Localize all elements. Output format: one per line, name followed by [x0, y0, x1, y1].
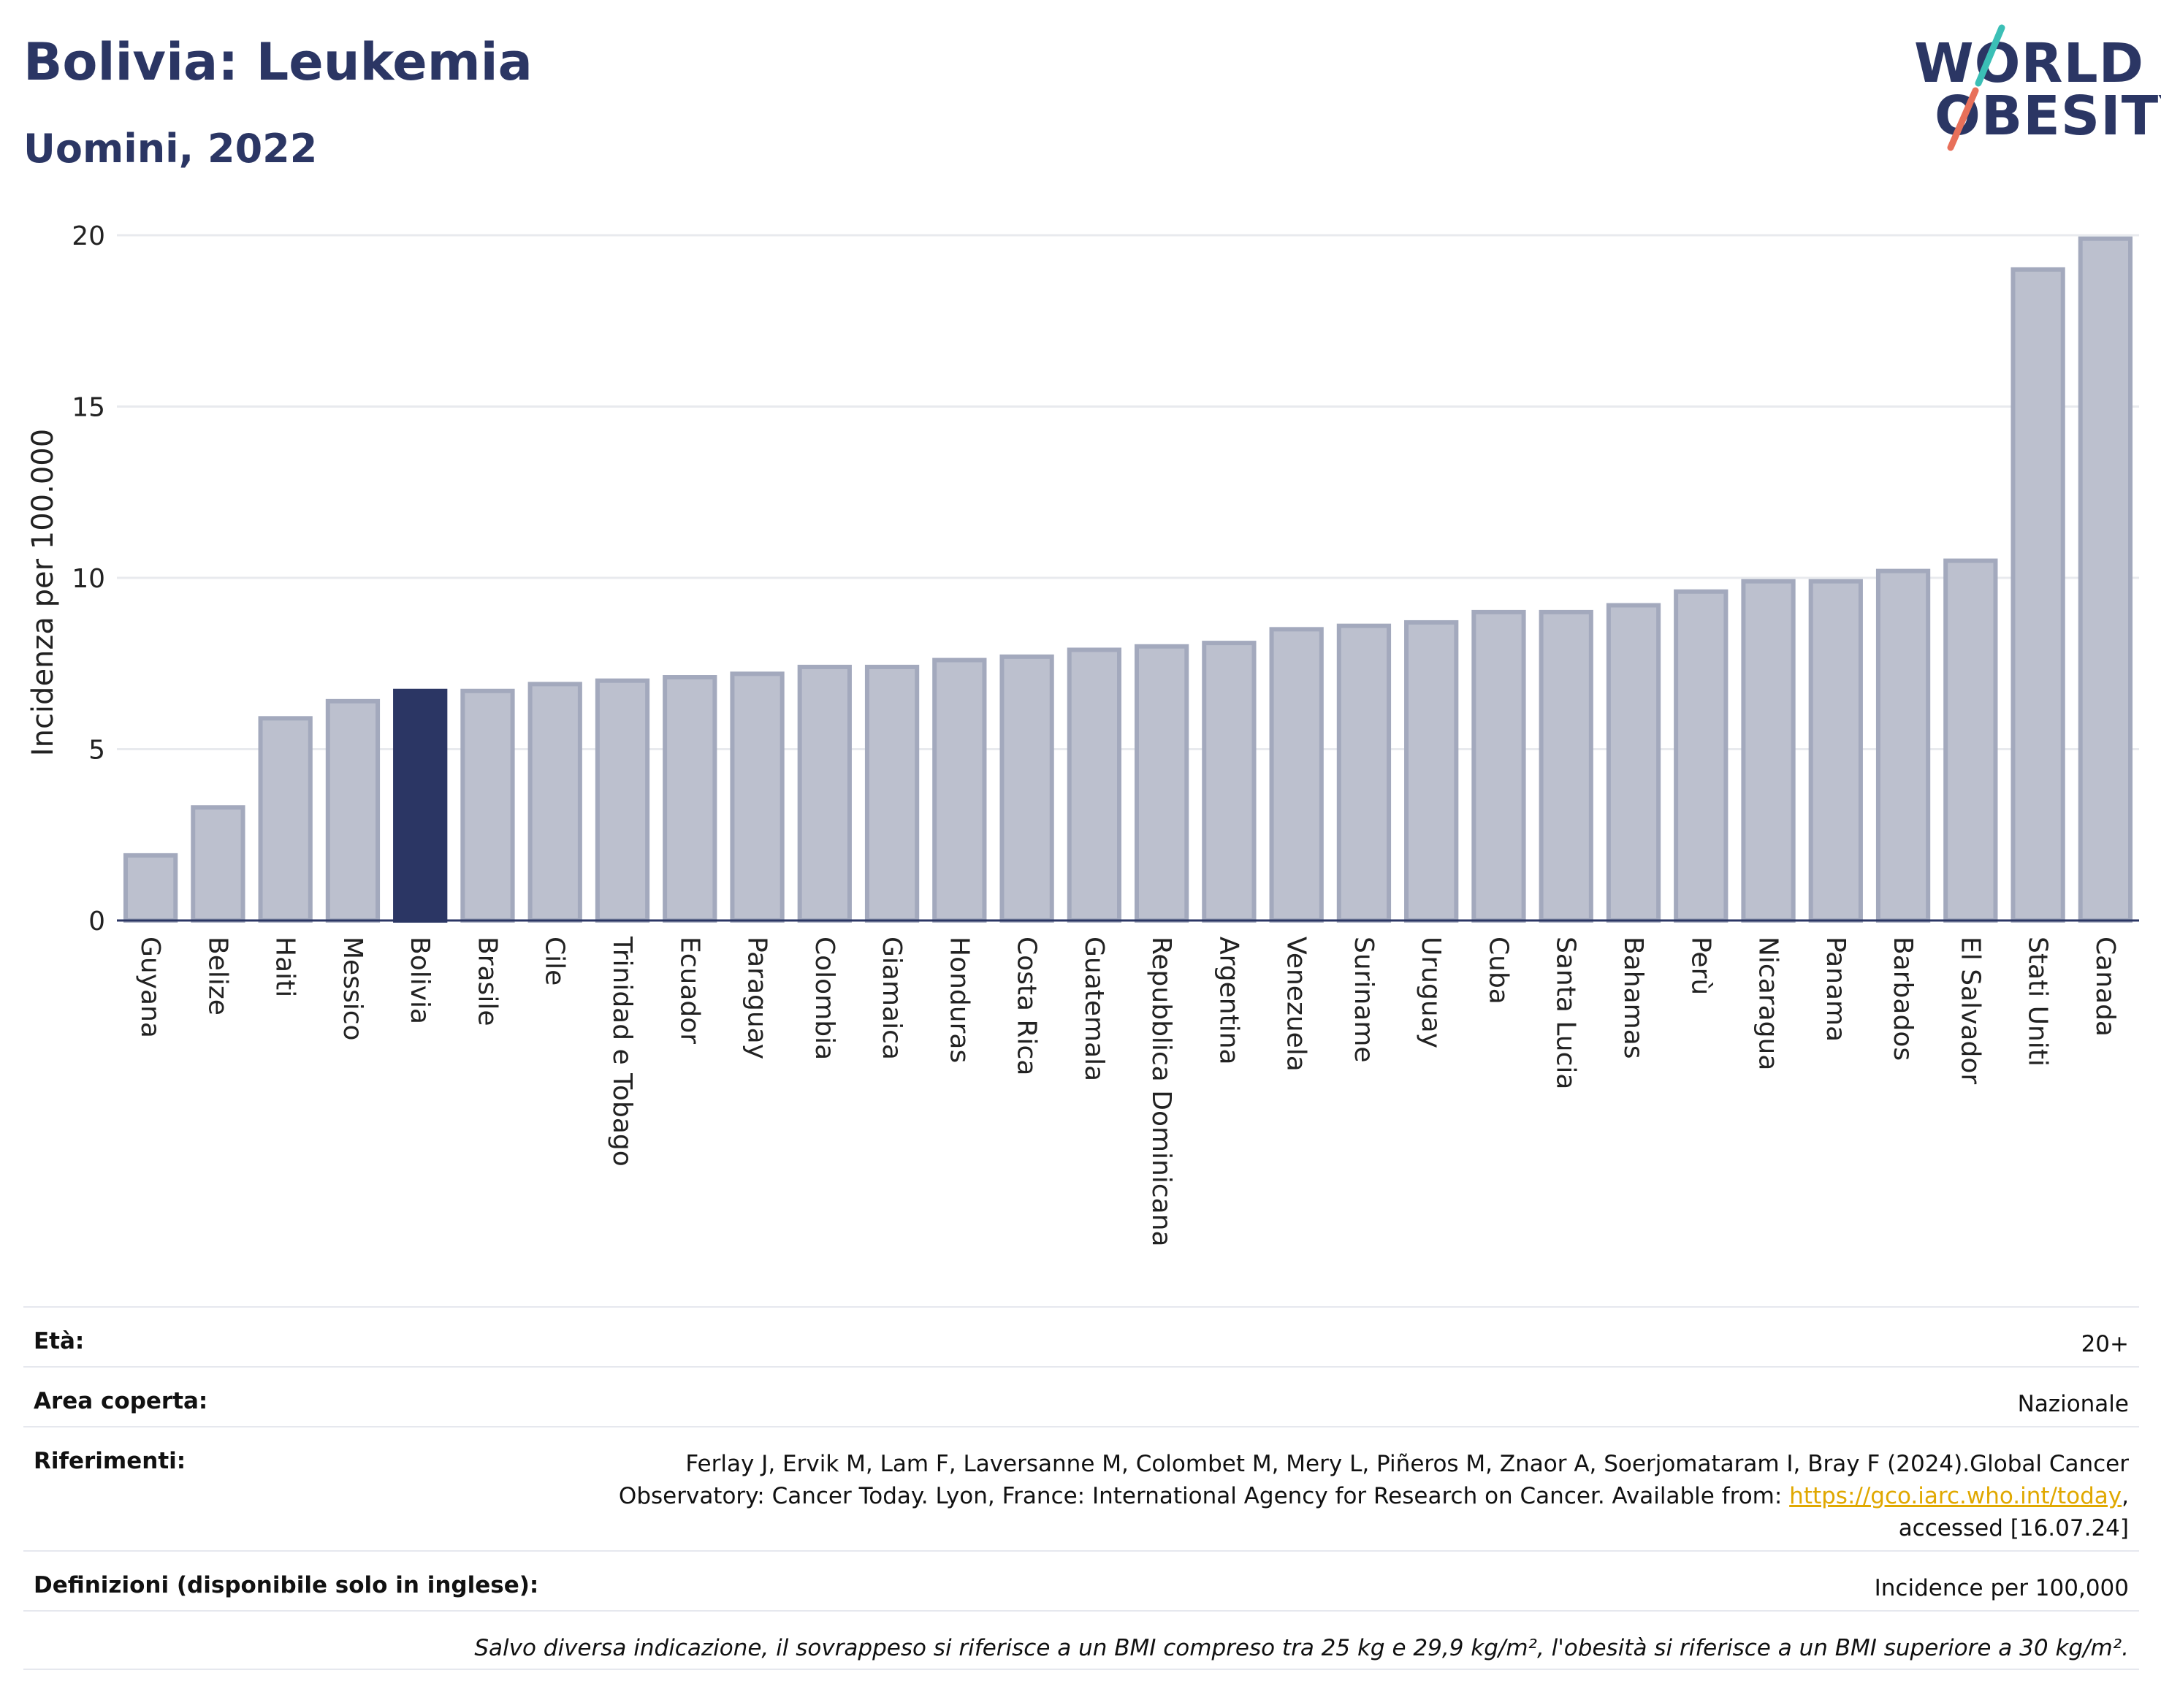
references-comma: ,	[2122, 1483, 2129, 1509]
area-value: Nazionale	[2017, 1391, 2129, 1417]
age-label: Età:	[34, 1328, 85, 1354]
x-tick-label: Paraguay	[742, 937, 772, 1059]
world-obesity-logo: WORLD OBESITY	[1899, 22, 2161, 161]
x-tick-label: Trinidad e Tobago	[607, 936, 637, 1167]
references-line-2: Observatory: Cancer Today. Lyon, France:…	[618, 1483, 1790, 1509]
y-tick-label: 0	[88, 907, 105, 937]
x-tick-label: Cile	[540, 937, 570, 985]
chart-title: Bolivia: Leukemia	[23, 32, 533, 92]
x-tick-label: Costa Rica	[1012, 937, 1042, 1075]
bar-repubblica-dominicana	[1134, 644, 1189, 923]
bar-haiti	[258, 716, 313, 923]
y-axis-title: Incidenza per 100.000	[26, 429, 60, 756]
x-tick-label: Bahamas	[1618, 937, 1648, 1059]
references-label: Riferimenti:	[34, 1448, 186, 1474]
bar-paraguay	[730, 671, 785, 923]
y-tick-label: 20	[72, 221, 105, 251]
bar-messico	[325, 698, 381, 923]
bar-perù	[1674, 589, 1729, 923]
x-tick-label: Suriname	[1349, 937, 1379, 1063]
bar-nicaragua	[1741, 579, 1796, 923]
bar-canada	[2078, 236, 2133, 923]
x-tick-label: Venezuela	[1281, 937, 1311, 1072]
info-row-note: Salvo diversa indicazione, il sovrappeso…	[23, 1610, 2139, 1670]
x-tick-label: Nicaragua	[1753, 937, 1783, 1070]
y-tick-label: 10	[72, 564, 105, 594]
x-tick-label: Argentina	[1213, 937, 1243, 1065]
bar-bahamas	[1606, 603, 1661, 923]
bar-guyana	[123, 853, 178, 923]
bar-bolivia	[393, 688, 448, 923]
logo-word-world: WORLD	[1914, 32, 2145, 95]
bar-cuba	[1471, 609, 1526, 923]
x-tick-label: Haiti	[270, 937, 300, 997]
info-row-definitions: Definizioni (disponibile solo in inglese…	[23, 1550, 2139, 1610]
x-tick-label: Stati Uniti	[2023, 937, 2053, 1067]
bar-argentina	[1202, 641, 1257, 923]
logo-slash-icon	[1947, 24, 2005, 151]
bar-el-salvador	[1943, 558, 1998, 923]
bar-uruguay	[1404, 619, 1459, 923]
bar-barbados	[1875, 568, 1931, 923]
bar-guatemala	[1067, 647, 1122, 923]
x-tick-label: Santa Lucia	[1551, 937, 1581, 1089]
info-table: Età: 20+ Area coperta: Nazionale Riferim…	[23, 1306, 2139, 1670]
bar-panama	[1808, 579, 1863, 923]
age-value: 20+	[2081, 1331, 2129, 1357]
x-tick-label: Canada	[2090, 937, 2120, 1037]
grid-lines	[117, 234, 2139, 750]
y-axis-ticks: 0 5 10 15 20	[72, 221, 105, 937]
references-line-3: accessed [16.07.24]	[1898, 1515, 2129, 1541]
x-tick-label: Messico	[338, 937, 367, 1041]
bar-honduras	[932, 657, 987, 923]
x-tick-label: Giamaica	[877, 937, 907, 1060]
bar-belize	[191, 805, 245, 923]
bar-venezuela	[1269, 627, 1324, 923]
definitions-value: Incidence per 100,000	[1874, 1575, 2129, 1601]
bar-suriname	[1336, 623, 1392, 923]
bars	[123, 236, 2133, 923]
x-tick-label: Ecuador	[674, 937, 704, 1044]
x-tick-label: Brasile	[472, 937, 502, 1026]
x-axis-labels: Guyana Belize Haiti Messico Bolivia Brasile Ci…	[135, 936, 2120, 1247]
x-tick-label: El Salvador	[1955, 937, 1985, 1084]
x-tick-label: Bolivia	[405, 937, 435, 1024]
references-link[interactable]: https://gco.iarc.who.int/today	[1789, 1483, 2122, 1509]
x-tick-label: Guyana	[135, 937, 165, 1038]
y-tick-label: 5	[88, 736, 105, 766]
info-row-references: Riferimenti: Ferlay J, Ervik M, Lam F, L…	[23, 1426, 2139, 1550]
bar-brasile	[460, 688, 515, 923]
x-tick-label: Belize	[202, 937, 232, 1015]
bar-cile	[527, 682, 582, 923]
x-tick-label: Panama	[1821, 937, 1851, 1042]
x-tick-label: Repubblica Dominicana	[1146, 937, 1176, 1247]
bar-trinidad-e-tobago	[595, 678, 650, 923]
definitions-label: Definizioni (disponibile solo in inglese…	[34, 1572, 539, 1598]
bar-chart: 0 5 10 15 20 Guyana Belize Haiti Messico Bolivia…	[26, 221, 2139, 1247]
bmi-note: Salvo diversa indicazione, il sovrappeso…	[474, 1635, 2129, 1661]
bar-costa-rica	[999, 654, 1054, 923]
bar-giamaica	[864, 664, 920, 923]
area-label: Area coperta:	[34, 1388, 208, 1414]
references-value: Ferlay J, Ervik M, Lam F, Laversanne M, …	[619, 1448, 2129, 1544]
x-tick-label: Colombia	[809, 937, 839, 1060]
x-tick-label: Guatemala	[1079, 937, 1109, 1081]
x-tick-label: Barbados	[1888, 937, 1918, 1061]
x-tick-label: Cuba	[1483, 937, 1513, 1004]
chart-subtitle: Uomini, 2022	[23, 126, 318, 172]
x-tick-label: Perù	[1685, 937, 1715, 995]
bar-colombia	[797, 664, 852, 923]
x-tick-label: Uruguay	[1416, 937, 1446, 1048]
info-row-area: Area coperta: Nazionale	[23, 1366, 2139, 1426]
references-line-1: Ferlay J, Ervik M, Lam F, Laversanne M, …	[685, 1451, 2129, 1477]
bar-ecuador	[663, 675, 717, 923]
bar-stati-uniti	[2011, 267, 2065, 923]
x-tick-label: Honduras	[944, 937, 974, 1063]
info-row-age: Età: 20+	[23, 1306, 2139, 1366]
y-tick-label: 15	[72, 393, 105, 423]
bar-santa-lucia	[1539, 609, 1593, 923]
